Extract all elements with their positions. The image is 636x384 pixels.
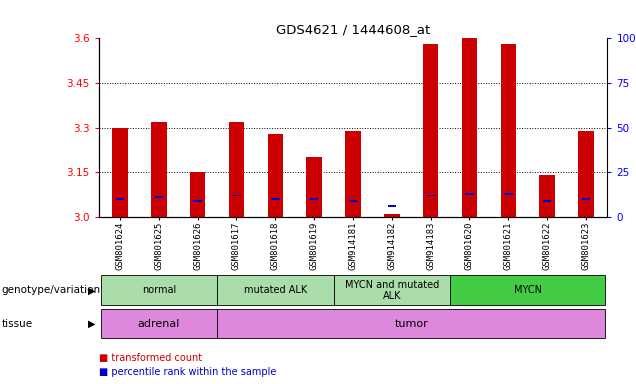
Bar	[384, 214, 399, 217]
Bar	[193, 200, 202, 202]
Text: adrenal: adrenal	[137, 318, 180, 329]
Bar	[345, 131, 361, 217]
Bar	[268, 134, 283, 217]
Bar	[310, 198, 319, 200]
Text: ■ percentile rank within the sample: ■ percentile rank within the sample	[99, 367, 276, 377]
Bar	[349, 200, 357, 202]
Bar	[462, 38, 477, 217]
Bar	[578, 131, 594, 217]
Bar	[387, 205, 396, 207]
Bar	[116, 198, 124, 200]
Text: mutated ALK: mutated ALK	[244, 285, 307, 295]
Title: GDS4621 / 1444608_at: GDS4621 / 1444608_at	[276, 23, 430, 36]
Bar	[271, 198, 280, 200]
Bar	[504, 193, 513, 195]
Text: MYCN: MYCN	[514, 285, 542, 295]
Text: MYCN and mutated
ALK: MYCN and mutated ALK	[345, 280, 439, 301]
Bar	[501, 45, 516, 217]
Bar	[582, 198, 590, 200]
Bar	[543, 200, 551, 202]
Text: tissue: tissue	[1, 318, 32, 329]
Bar	[190, 172, 205, 217]
Text: genotype/variation: genotype/variation	[1, 285, 100, 295]
Text: ▶: ▶	[88, 285, 95, 295]
Bar	[426, 195, 435, 197]
Bar	[465, 193, 474, 195]
Bar	[232, 195, 241, 197]
Bar	[151, 122, 167, 217]
Bar	[229, 122, 244, 217]
Bar	[423, 45, 438, 217]
Bar	[155, 197, 163, 198]
Text: ▶: ▶	[88, 318, 95, 329]
Bar	[539, 175, 555, 217]
Text: tumor: tumor	[394, 318, 428, 329]
Bar	[112, 128, 128, 217]
Text: ■ transformed count: ■ transformed count	[99, 353, 202, 363]
Bar	[307, 157, 322, 217]
Text: normal: normal	[142, 285, 176, 295]
